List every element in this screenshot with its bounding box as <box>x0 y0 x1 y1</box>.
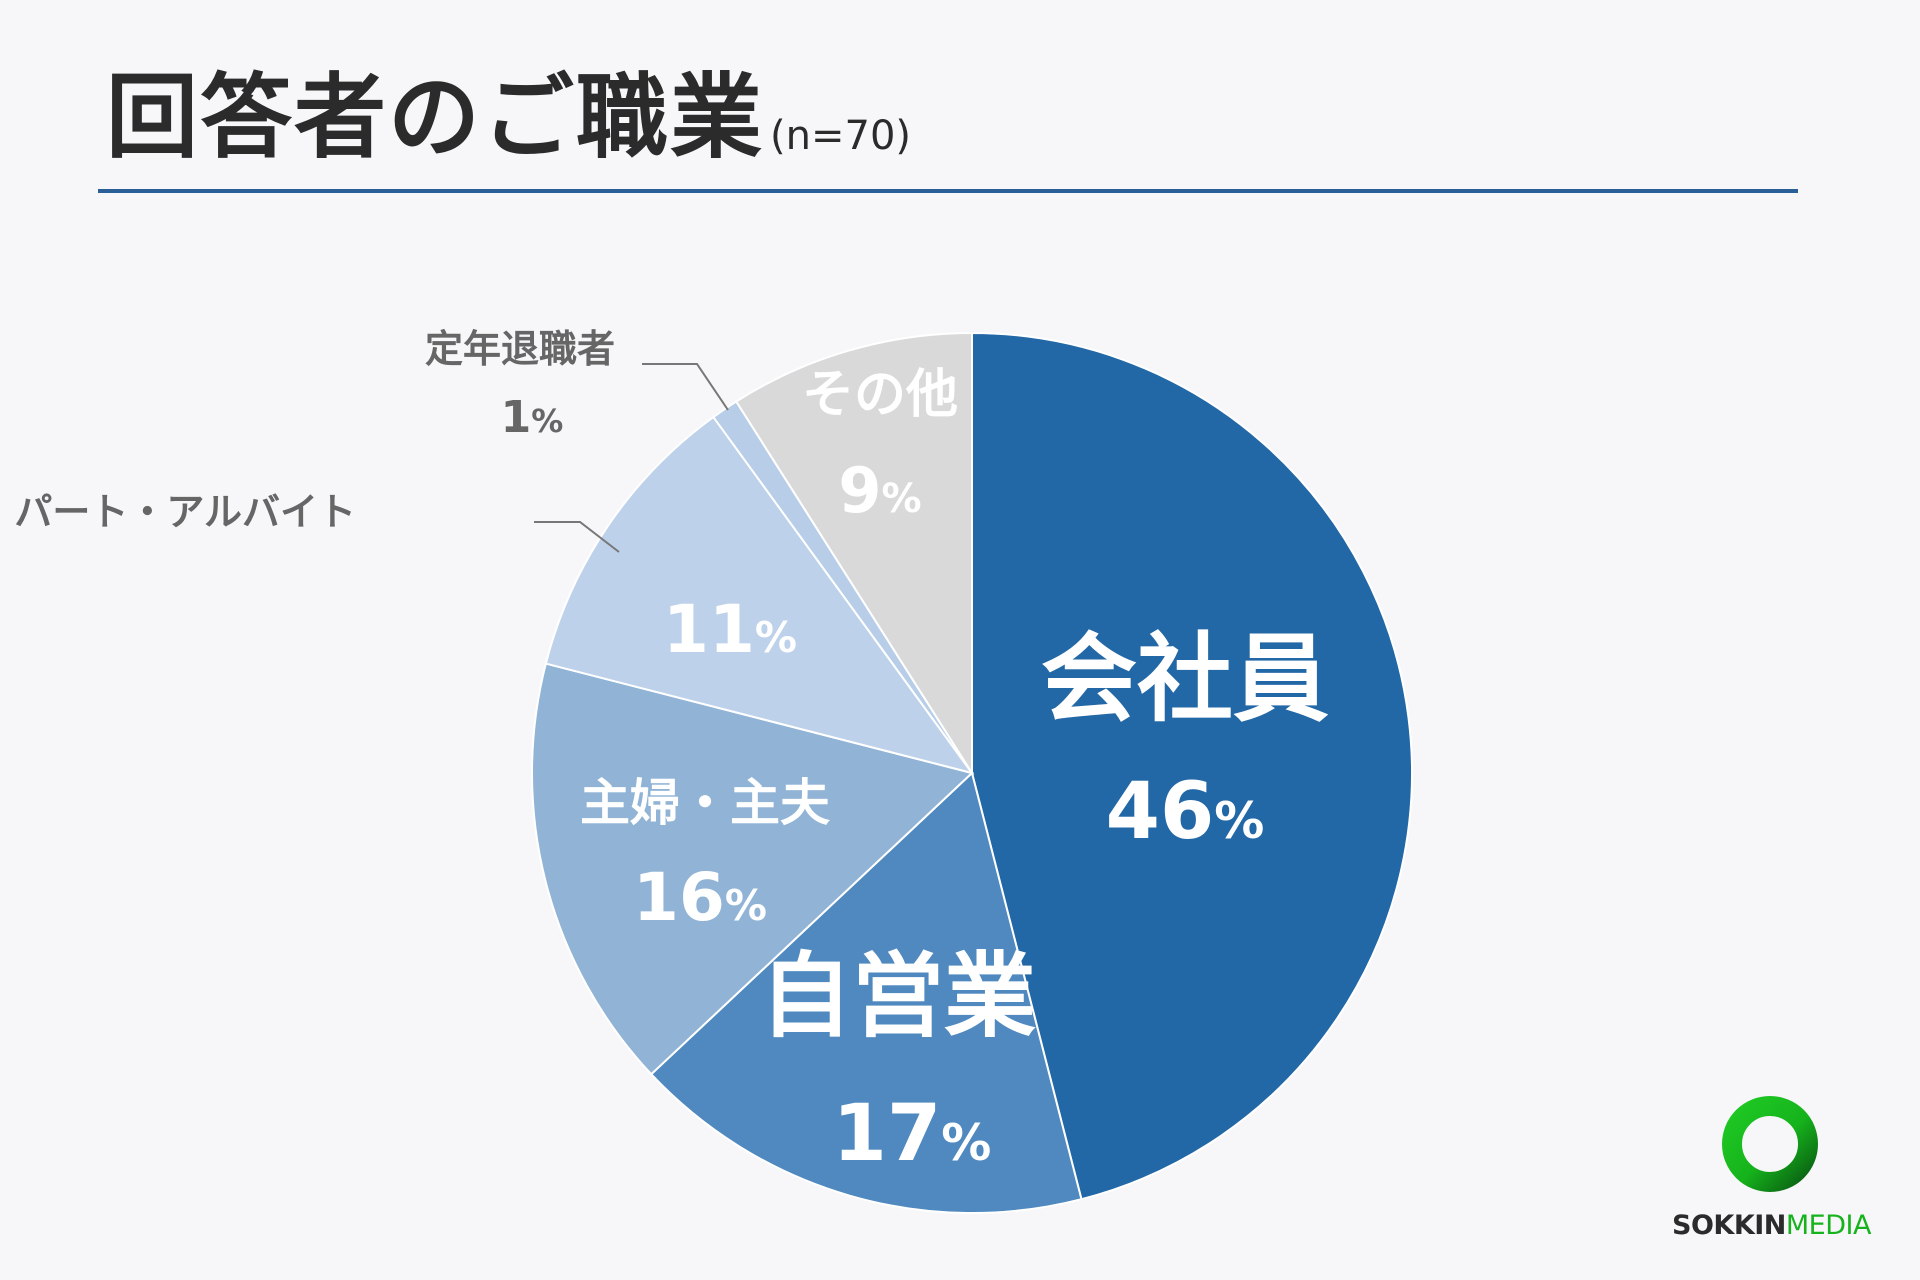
pie-slice-3 <box>544 415 975 775</box>
slice-value-label-2: 16% <box>633 859 767 936</box>
pie-slice-5 <box>734 331 973 777</box>
slice-value-percent-1: % <box>941 1114 991 1172</box>
slice-value-number-1: 17 <box>833 1089 942 1179</box>
slice-name-label-4: 定年退職者 <box>425 327 615 371</box>
pie-slice-0 <box>971 331 1413 1201</box>
slice-value-percent-3: % <box>755 613 797 662</box>
slice-value-number-2: 16 <box>633 859 725 936</box>
slice-value-number-3: 11 <box>663 591 755 668</box>
slice-value-number-4: 1 <box>501 392 532 443</box>
slice-name-label-0: 会社員 <box>1041 623 1329 735</box>
title-block: 回答者のご職業 (n=70) <box>106 72 911 164</box>
leader-line-3 <box>534 521 620 553</box>
pie-slice-1 <box>649 771 1083 1214</box>
leader-lines <box>534 363 729 553</box>
slice-value-label-5: 9% <box>838 454 921 527</box>
sample-size: (n=70) <box>770 113 911 159</box>
slice-value-label-4: 1% <box>501 392 564 443</box>
slice-value-percent-4: % <box>531 402 563 440</box>
slice-value-number-0: 46 <box>1106 767 1215 857</box>
slice-name-label-1: 自営業 <box>760 943 1036 1050</box>
logo-text-media: MEDIA <box>1785 1210 1872 1241</box>
sokkin-media-logo: SOKKINMEDIA <box>1672 1092 1872 1242</box>
title-underline <box>98 189 1798 193</box>
pie-slices <box>531 331 1413 1214</box>
slice-value-percent-2: % <box>725 881 767 930</box>
leader-line-4 <box>642 363 729 411</box>
slice-name-label-2: 主婦・主夫 <box>580 774 831 832</box>
logo-ring-icon <box>1722 1096 1818 1192</box>
slice-value-percent-5: % <box>882 476 922 522</box>
slice-labels: 会社員 46% 自営業 17% 主婦・主夫 16% パート・アルバイト 11% 定年退職者 1% そ… <box>14 327 1329 1179</box>
logo-text-sokkin: SOKKIN <box>1672 1210 1786 1241</box>
page-title: 回答者のご職業 <box>106 64 765 171</box>
slice-name-label-5: その他 <box>802 365 958 425</box>
pie-slice-2 <box>531 662 975 1076</box>
logo-wordmark: SOKKINMEDIA <box>1672 1210 1871 1241</box>
slice-value-number-5: 9 <box>838 454 881 527</box>
slice-value-label-3: 11% <box>663 591 797 668</box>
slice-name-label-3: パート・アルバイト <box>14 490 356 534</box>
slice-value-label-0: 46% <box>1106 767 1265 857</box>
slice-value-label-1: 17% <box>833 1089 992 1179</box>
slice-value-percent-0: % <box>1214 792 1264 850</box>
